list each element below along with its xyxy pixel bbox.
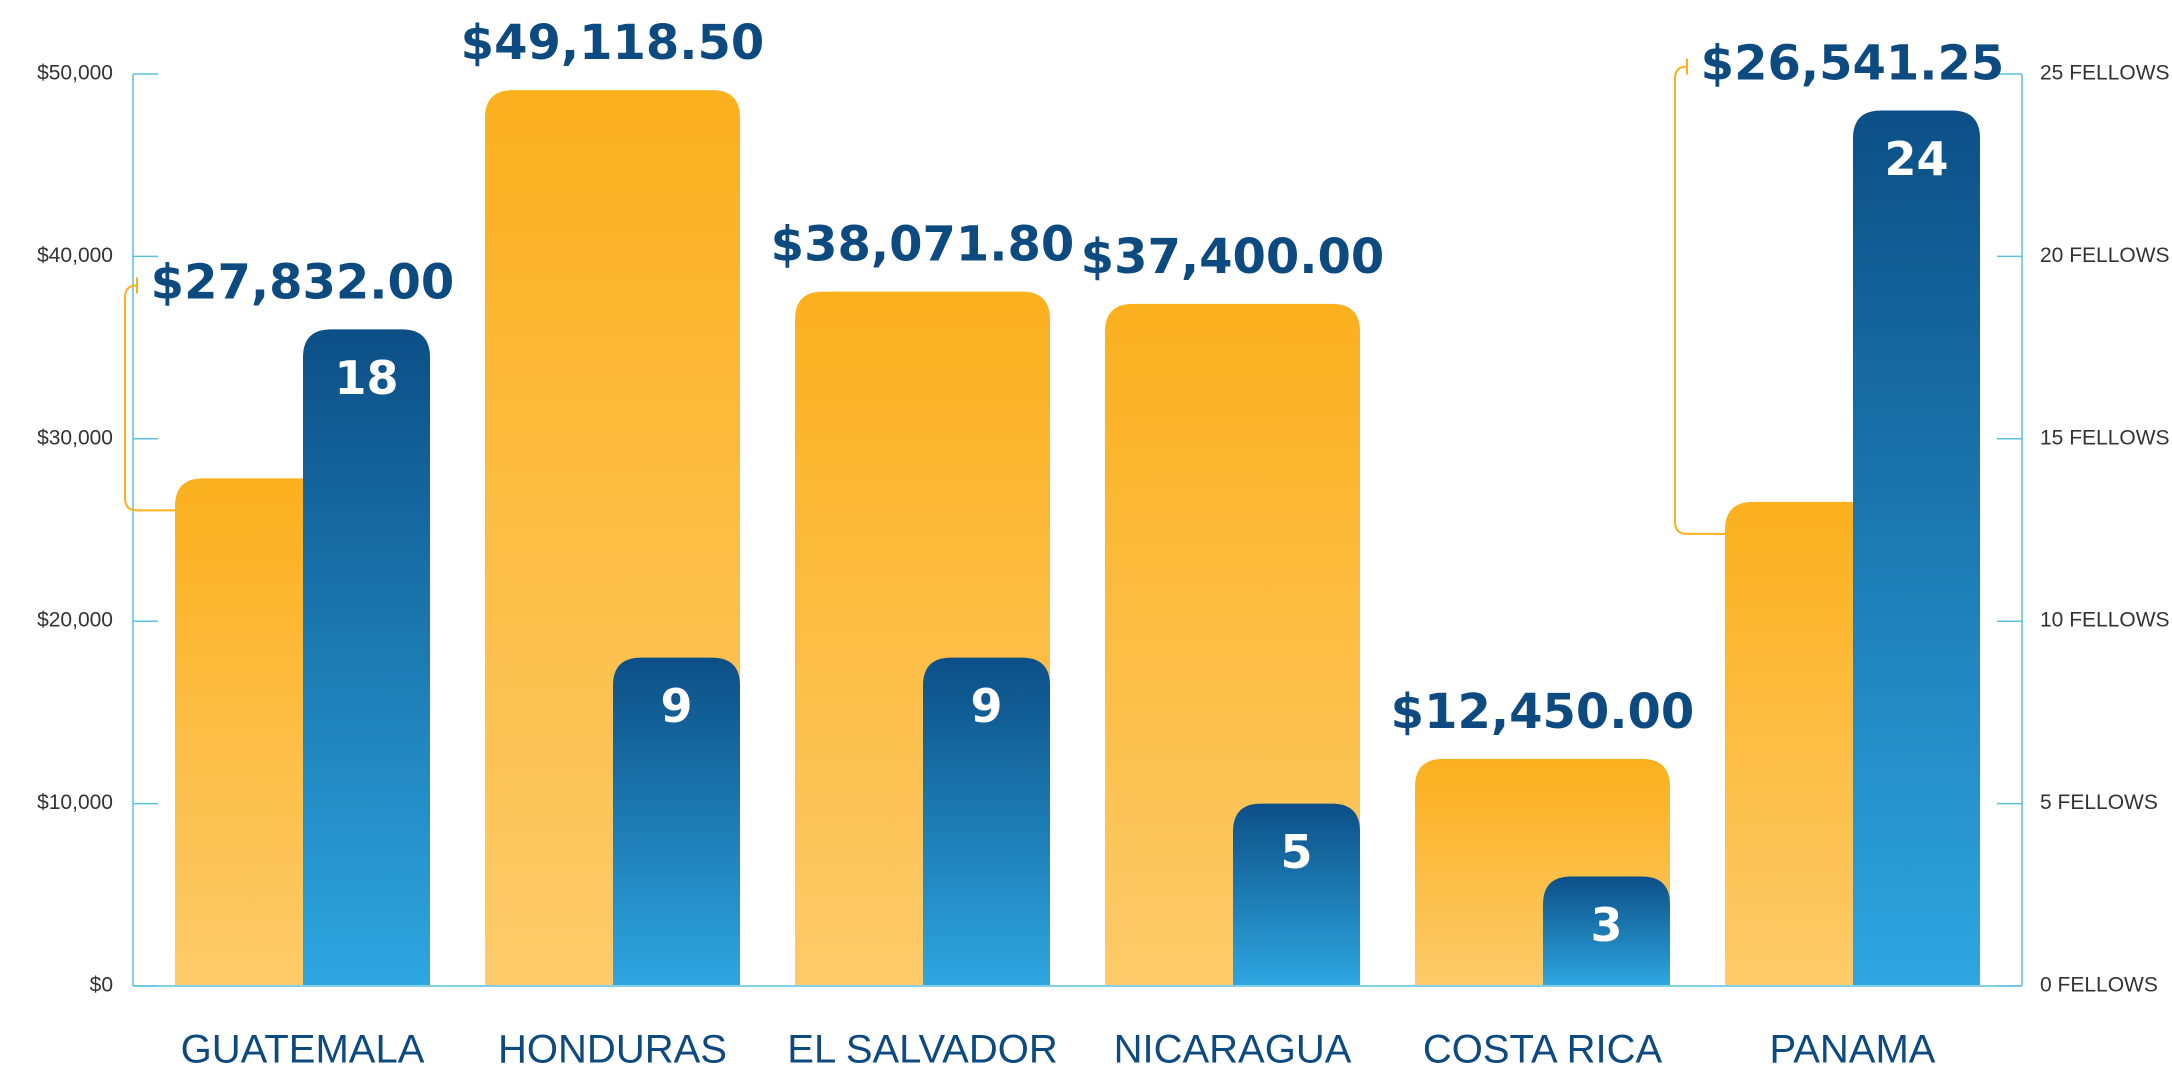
y2-tick-label: 15 FELLOWS [2040,426,2170,449]
bracket [1674,58,1725,535]
fellows-bar [923,657,1050,985]
y-tick-label: $30,000 [37,426,113,449]
x-tick-label: COSTA RICA [1423,1028,1663,1070]
x-tick-label: EL SALVADOR [787,1028,1057,1070]
fellows-bar [303,329,430,985]
fellows-bar [1853,110,1980,986]
funding-label: $37,400.00 [1081,229,1385,285]
y2-tick-label: 25 FELLOWS [2040,62,2170,85]
funding-label: $49,118.50 [461,15,765,71]
fellows-label: 18 [334,351,398,405]
fellows-label: 3 [1590,898,1622,952]
funding-label: $26,541.25 [1701,35,2005,91]
x-tick-label: HONDURAS [498,1028,727,1070]
y-tick-label: $50,000 [37,62,113,85]
funding-label: $27,832.00 [151,254,455,310]
fellows-label: 9 [660,679,692,733]
y-tick-label: $40,000 [37,244,113,267]
fellows-label: 24 [1884,132,1948,186]
y-tick-label: $10,000 [37,791,113,814]
y2-tick-label: 0 FELLOWS [2040,974,2158,997]
fellows-bar [1543,876,1670,985]
x-tick-label: NICARAGUA [1114,1028,1352,1070]
y-tick-label: $0 [90,974,113,997]
y2-tick-label: 5 FELLOWS [2040,791,2158,814]
funding-label: $12,450.00 [1391,684,1695,740]
fellows-label: 9 [970,679,1002,733]
bracket [124,277,175,512]
y2-tick-label: 20 FELLOWS [2040,244,2170,267]
y-tick-label: $20,000 [37,609,113,632]
fellows-label: 5 [1280,825,1312,879]
x-tick-label: GUATEMALA [181,1028,425,1070]
x-tick-label: PANAMA [1770,1028,1936,1070]
fellows-bar [613,657,740,985]
y2-tick-label: 10 FELLOWS [2040,609,2170,632]
funding-label: $38,071.80 [771,217,1075,273]
fellows-bar [1233,803,1360,985]
